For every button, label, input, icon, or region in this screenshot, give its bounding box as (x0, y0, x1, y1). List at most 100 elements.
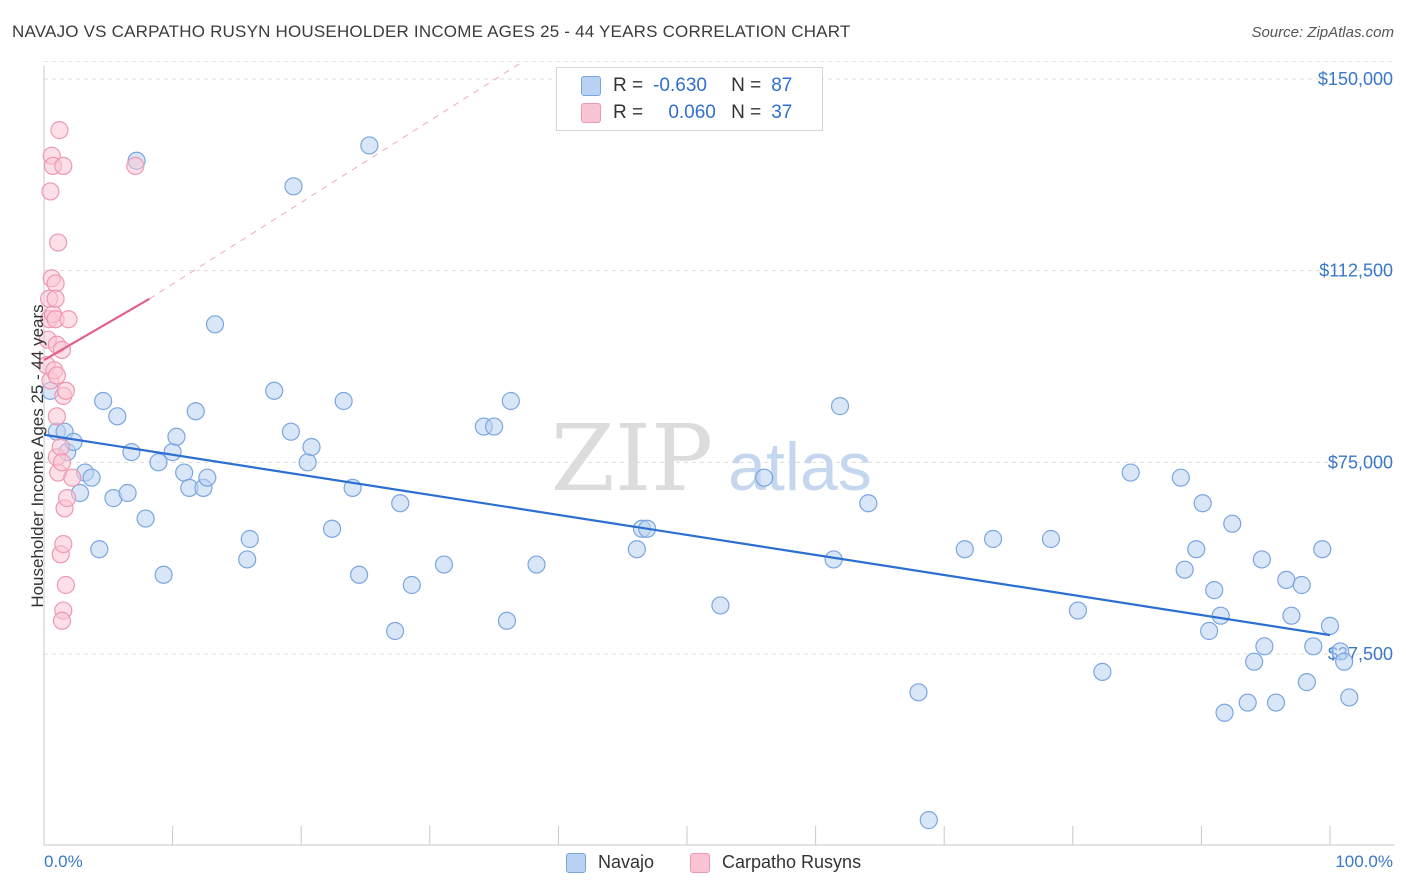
x-tick-label-max: 100.0% (1335, 852, 1393, 871)
data-point (1200, 621, 1219, 641)
navajo-n-label: N = (731, 75, 762, 96)
y-tick-labels: $37,500$75,000$112,500$150,000 (1318, 69, 1393, 664)
data-point (154, 565, 173, 584)
data-point (47, 366, 66, 385)
data-point (175, 463, 194, 482)
data-point (830, 397, 850, 416)
data-point (1252, 550, 1271, 569)
data-point (360, 136, 379, 155)
data-point (1277, 570, 1296, 589)
data-point (1175, 560, 1194, 579)
series-legend: Navajo Carpatho Rusyns (0, 852, 1406, 878)
data-point (1340, 688, 1359, 707)
data-point (240, 529, 259, 549)
legend-item-navajo[interactable]: Navajo (566, 852, 654, 873)
trend-lines (43, 60, 1331, 637)
data-point (1297, 673, 1316, 692)
data-point (51, 437, 70, 457)
data-point (711, 596, 730, 615)
data-point (859, 494, 878, 513)
navajo-legend-label: Navajo (598, 852, 655, 872)
data-point (54, 156, 73, 175)
data-point (186, 402, 205, 421)
data-point (1211, 606, 1230, 625)
data-point (1121, 463, 1140, 482)
data-point (63, 468, 82, 487)
legend-item-rusyn[interactable]: Carpatho Rusyns (690, 852, 861, 873)
data-point (1266, 693, 1286, 712)
data-point (1093, 662, 1112, 681)
data-point (1335, 652, 1354, 671)
rusyn-r-value: 0.060 (668, 102, 716, 123)
data-point (163, 443, 182, 462)
data-point (302, 437, 321, 457)
data-point (1238, 693, 1257, 712)
rusyn-n-label: N = (731, 102, 762, 123)
navajo-r-label: R = (613, 75, 644, 96)
data-point (334, 391, 353, 411)
data-point (47, 407, 66, 426)
data-point (126, 156, 145, 175)
data-point (385, 621, 405, 641)
data-point (46, 274, 65, 293)
y-tick-label: $75,000 (1328, 452, 1393, 472)
data-point (434, 555, 454, 574)
data-point (627, 540, 646, 559)
data-point (1255, 637, 1274, 656)
navajo-swatch (581, 76, 601, 96)
rusyn-swatch (581, 103, 601, 123)
data-point (90, 540, 109, 559)
legend-row-rusyn: R = 0.060 N = 37 (581, 101, 792, 125)
rusyn-trend-extension (149, 60, 524, 300)
data-point (1320, 616, 1340, 635)
data-point (402, 575, 421, 595)
data-point (497, 611, 517, 630)
data-point (527, 555, 546, 574)
data-point (1205, 581, 1224, 600)
data-point (118, 483, 137, 503)
data-point (1187, 540, 1206, 559)
data-point (1292, 575, 1311, 595)
data-point (59, 310, 78, 329)
data-point (1068, 601, 1088, 620)
navajo-trend-line (43, 433, 1331, 637)
data-point (108, 407, 127, 426)
data-point (909, 683, 928, 702)
data-point (1223, 514, 1242, 533)
source-credit: Source: ZipAtlas.com (1251, 24, 1394, 41)
data-point (46, 289, 65, 308)
y-axis-label: Householder Income Ages 25 - 44 years (28, 304, 47, 608)
navajo-n-value: 87 (771, 75, 793, 96)
data-point (205, 315, 225, 334)
data-point (122, 443, 141, 462)
data-point (238, 550, 257, 569)
y-tick-label: $112,500 (1319, 261, 1393, 281)
navajo-legend-swatch (566, 852, 586, 873)
data-point (349, 565, 369, 584)
data-point (983, 529, 1003, 549)
rusyn-r-label: R = (613, 102, 644, 123)
data-point (82, 468, 101, 487)
data-point (1215, 703, 1234, 722)
data-point (149, 453, 168, 472)
data-point (1171, 468, 1190, 487)
data-point (1245, 652, 1264, 671)
axes (43, 66, 1395, 846)
data-point (56, 381, 75, 400)
data-point (322, 519, 342, 538)
rusyn-points (37, 121, 145, 630)
data-point (49, 233, 68, 252)
navajo-r-value: -0.630 (653, 75, 707, 96)
y-tick-label: $150,000 (1318, 69, 1393, 89)
data-point (391, 494, 410, 513)
data-point (755, 468, 774, 487)
data-point (41, 182, 60, 201)
data-point (52, 611, 72, 630)
rusyn-legend-swatch (690, 852, 710, 873)
rusyn-n-value: 37 (771, 102, 793, 123)
legend-row-navajo: R = -0.630 N = 87 (581, 74, 792, 98)
watermark-zip: ZIP (551, 405, 713, 512)
data-point (281, 422, 301, 441)
data-point (56, 575, 75, 595)
